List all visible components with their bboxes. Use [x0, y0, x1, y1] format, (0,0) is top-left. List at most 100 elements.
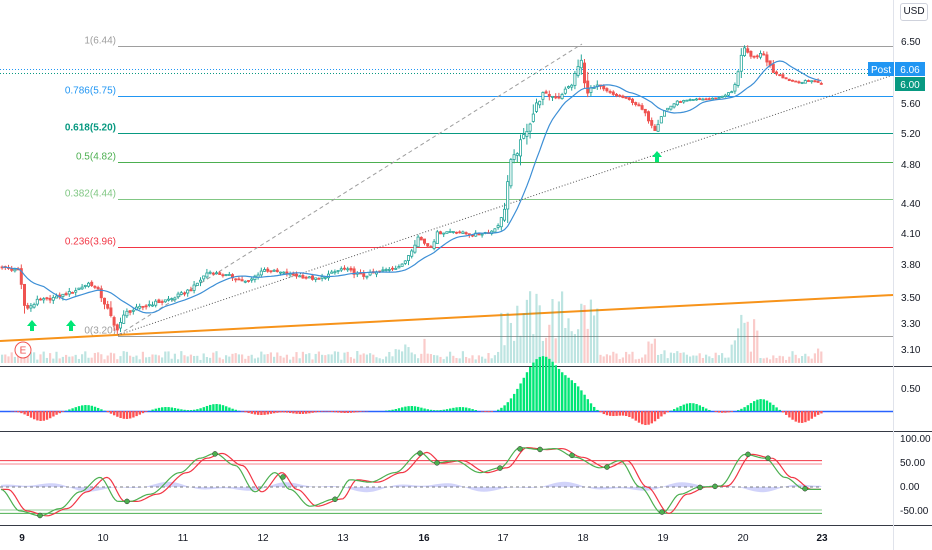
- trend-lines[interactable]: [0, 43, 894, 342]
- candle-body: [707, 98, 711, 100]
- macd-histogram-bar: [199, 408, 202, 411]
- candle-body: [173, 297, 177, 301]
- macd-histogram-bar: [33, 411, 36, 420]
- volume-bar: [106, 355, 109, 363]
- volume-bar: [439, 356, 442, 363]
- macd-histogram-bar: [817, 411, 820, 415]
- macd-histogram-bar: [612, 411, 615, 417]
- time-axis[interactable]: 9 10 11 12 13 16 17 18 19 20 23: [19, 533, 828, 544]
- volume-bar: [417, 358, 420, 363]
- candle-body: [218, 272, 222, 275]
- candle-body: [365, 275, 369, 278]
- candle-body: [746, 48, 750, 53]
- macd-histogram-panel[interactable]: 0.50: [0, 356, 921, 426]
- candle-body: [647, 111, 651, 122]
- volume-bar: [199, 359, 202, 363]
- macd-histogram-bar: [426, 409, 429, 411]
- macd-histogram-bar: [746, 405, 749, 411]
- volume-bar: [298, 358, 301, 363]
- macd-histogram-bar: [49, 411, 52, 419]
- candle-body: [448, 231, 452, 233]
- volume-bar: [253, 358, 256, 363]
- volume-bar: [666, 358, 669, 363]
- volume-bar: [733, 340, 736, 363]
- candle-body: [528, 123, 532, 132]
- volume-bar: [189, 354, 192, 363]
- volume-bar: [673, 353, 676, 363]
- candle-body: [656, 123, 660, 132]
- candle-body: [775, 71, 779, 75]
- macd-histogram-bar: [298, 411, 301, 414]
- macd-histogram-bar: [810, 411, 813, 419]
- candle-body: [77, 287, 81, 290]
- macd-histogram-bar: [452, 407, 455, 411]
- candle-body: [429, 246, 433, 248]
- volume-bar: [487, 353, 490, 363]
- volume-bar: [410, 352, 413, 363]
- candle-body: [119, 322, 123, 329]
- macd-histogram-bar: [177, 408, 180, 411]
- macd-histogram-bar: [356, 411, 359, 413]
- moving-average-path: [2, 60, 822, 314]
- volume-bar: [1, 354, 4, 363]
- osc-cross-dot: [332, 496, 338, 503]
- macd-histogram-bar: [359, 411, 362, 412]
- macd-histogram-bar: [663, 411, 666, 415]
- volume-bar: [458, 358, 461, 363]
- macd-histogram-bar: [548, 358, 551, 411]
- candle-body: [650, 120, 654, 126]
- macd-histogram-bar: [689, 403, 692, 411]
- candle-body: [432, 241, 436, 249]
- earnings-marker-label: E: [20, 346, 27, 357]
- volume-bar: [561, 291, 564, 363]
- oscillator-panel[interactable]: 100.00 50.00 0.00 -50.00: [0, 434, 931, 519]
- fib-level-label: 0.618(5.20): [65, 123, 116, 134]
- volume-bar: [29, 352, 32, 363]
- macd-histogram-bar: [68, 409, 71, 411]
- volume-bar: [701, 357, 704, 363]
- macd-histogram-bar: [321, 411, 324, 412]
- volume-bar: [791, 351, 794, 363]
- macd-histogram-bar: [423, 408, 426, 411]
- volume-bar: [740, 314, 743, 363]
- volume-bar: [509, 322, 512, 363]
- price-candles[interactable]: [0, 45, 823, 334]
- volume-bar: [599, 354, 602, 363]
- macd-histogram-bar: [404, 406, 407, 411]
- candle-body: [454, 231, 458, 234]
- macd-histogram-bar: [727, 411, 730, 413]
- candle-body: [749, 50, 753, 57]
- volume-bar: [346, 351, 349, 363]
- macd-histogram-bar: [602, 411, 605, 415]
- macd-histogram-bar: [781, 411, 785, 413]
- fib-level-label: 0.5(4.82): [76, 152, 116, 163]
- candle-body: [618, 94, 622, 97]
- candle-body: [186, 289, 190, 294]
- candle-body: [675, 100, 679, 106]
- osc-cross-dot: [37, 512, 43, 519]
- fibonacci-retracement[interactable]: 1(6.44) 0.786(5.75) 0.618(5.20) 0.5(4.82) 0.…: [65, 36, 893, 337]
- volume-bar: [749, 351, 752, 363]
- candle-body: [723, 94, 727, 97]
- macd-histogram-bar: [596, 409, 599, 411]
- macd-histogram-bar: [506, 402, 509, 411]
- volume-bar: [679, 352, 682, 363]
- currency-label[interactable]: USD: [900, 3, 928, 21]
- price-axis-tick: 4.10: [901, 229, 921, 240]
- macd-histogram-bar: [311, 411, 314, 413]
- volume-bar: [525, 299, 528, 363]
- candle-body: [80, 286, 84, 290]
- volume-bar: [801, 356, 804, 363]
- candle-body: [586, 80, 590, 94]
- earnings-marker: [14, 341, 32, 359]
- macd-histogram-bar: [673, 409, 676, 411]
- macd-histogram-bar: [161, 407, 164, 411]
- candle-body: [535, 102, 539, 112]
- volume-bar: [557, 301, 560, 363]
- osc-cross-dot: [517, 446, 523, 452]
- volume-bar: [161, 357, 164, 363]
- volume-bar: [42, 351, 45, 363]
- volume-bar: [577, 329, 580, 363]
- candle-body: [714, 97, 718, 100]
